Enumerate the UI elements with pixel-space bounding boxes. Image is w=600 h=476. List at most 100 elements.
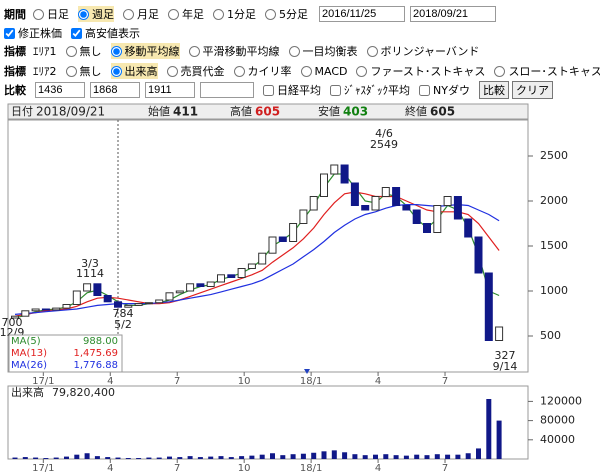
option[interactable]: 無し [65, 63, 102, 79]
radio[interactable] [366, 45, 378, 57]
option[interactable]: 出来高 [110, 63, 158, 79]
option-label: MACD [314, 64, 348, 78]
annotation: 784 [113, 307, 134, 320]
x-tick-label: 4 [107, 376, 113, 387]
date-input[interactable] [319, 6, 405, 22]
code-input[interactable] [200, 82, 254, 98]
option[interactable]: カイリ率 [233, 63, 292, 79]
option[interactable]: 月足 [123, 6, 159, 22]
candle [309, 196, 318, 211]
info-item-label: 終値 [405, 104, 427, 118]
volume-bar [187, 456, 193, 459]
radio[interactable] [288, 45, 300, 57]
candle [31, 308, 40, 312]
option[interactable]: 日足 [33, 6, 69, 22]
volume-bar [22, 457, 28, 459]
option[interactable]: 高安値表示 [71, 25, 140, 41]
option[interactable]: 無し [65, 43, 102, 59]
option[interactable]: 週足 [78, 6, 114, 22]
option[interactable]: スロー･ストキャス [494, 63, 600, 79]
volume-bar [424, 455, 430, 459]
option-label: 移動平均線 [124, 45, 180, 58]
option[interactable]: ファースト･ストキャス [356, 63, 485, 79]
volume-bar [393, 455, 399, 459]
y-tick-label: 500 [540, 329, 561, 342]
check-row: 修正株価 高安値表示 [4, 24, 146, 42]
row-label: 指標 [4, 45, 26, 58]
info-item-label: 高値 [230, 104, 252, 118]
radio[interactable] [110, 65, 122, 77]
radio[interactable] [123, 8, 134, 20]
volume-bar [239, 456, 245, 459]
code-input[interactable] [145, 82, 195, 98]
ma-line [14, 191, 500, 317]
option[interactable]: 年足 [168, 6, 204, 22]
y-tick-label: 40000 [540, 433, 575, 446]
x-tick-label: 7 [442, 463, 448, 474]
option[interactable]: 1分足 [213, 6, 256, 22]
option-label: 日足 [47, 8, 69, 21]
checkbox[interactable] [330, 84, 341, 96]
option-label: 売買代金 [180, 65, 225, 78]
option[interactable]: MACD [300, 64, 348, 78]
radio[interactable] [65, 65, 77, 77]
radio[interactable] [78, 8, 89, 20]
radio[interactable] [213, 8, 224, 20]
info-label: 日付 [11, 105, 33, 118]
radio[interactable] [188, 45, 200, 57]
candle [350, 182, 359, 206]
candle [227, 274, 236, 278]
candle [124, 304, 133, 308]
option[interactable]: 移動平均線 [110, 43, 180, 59]
candle [206, 281, 215, 287]
volume-bar [300, 453, 306, 459]
candle [103, 295, 112, 303]
x-tick-label: 18/1 [300, 376, 322, 387]
option[interactable]: 平滑移動平均線 [188, 43, 280, 59]
x-tick-label: 7 [174, 376, 180, 387]
code-input[interactable] [90, 82, 140, 98]
option[interactable]: NYダウ [419, 82, 470, 98]
volume-bar [311, 452, 317, 459]
option-label: ファースト･ストキャス [370, 65, 486, 78]
option[interactable]: 日経平均 [263, 82, 321, 98]
radio[interactable] [33, 8, 44, 20]
option[interactable]: ボリンジャーバンド [366, 43, 479, 59]
radio[interactable] [65, 45, 77, 57]
candle [423, 223, 431, 233]
checkbox[interactable] [4, 27, 15, 39]
option[interactable]: 一目均衡表 [288, 43, 358, 59]
legend-value: 1,475.69 [73, 348, 118, 359]
radio[interactable] [265, 8, 276, 20]
radio[interactable] [356, 65, 368, 77]
volume-bar [373, 454, 378, 459]
radio[interactable] [168, 8, 179, 20]
marker [304, 369, 310, 374]
candle [62, 304, 71, 309]
code-input[interactable] [35, 82, 85, 98]
radio[interactable] [494, 65, 506, 77]
button[interactable]: クリア [511, 81, 553, 99]
volume-bar [342, 452, 348, 459]
volume-bar [486, 399, 492, 459]
option[interactable]: 修正株価 [4, 25, 62, 41]
row-sub: ｴﾘｱ2 [33, 65, 57, 78]
checkbox[interactable] [263, 84, 274, 96]
option[interactable]: ｼﾞｬｽﾀﾞｯｸ平均 [330, 82, 410, 98]
candle [495, 326, 504, 341]
volume-bar [270, 453, 275, 459]
x-tick-label: 4 [375, 463, 381, 474]
radio[interactable] [166, 65, 178, 77]
radio[interactable] [233, 65, 245, 77]
volume-bar [476, 448, 481, 459]
checkbox[interactable] [419, 84, 430, 96]
date-input[interactable] [410, 6, 496, 22]
button[interactable]: 比較 [478, 81, 509, 99]
option[interactable]: 5分足 [265, 6, 308, 22]
area2-row: 指標 ｴﾘｱ2 無し 出来高 売買代金 カイリ率 MACD ファースト･ストキャス スロー･スト… [4, 62, 600, 80]
radio[interactable] [300, 65, 312, 77]
option[interactable]: 売買代金 [166, 63, 225, 79]
checkbox[interactable] [71, 27, 82, 39]
option-label: カイリ率 [247, 65, 292, 78]
radio[interactable] [110, 45, 122, 57]
